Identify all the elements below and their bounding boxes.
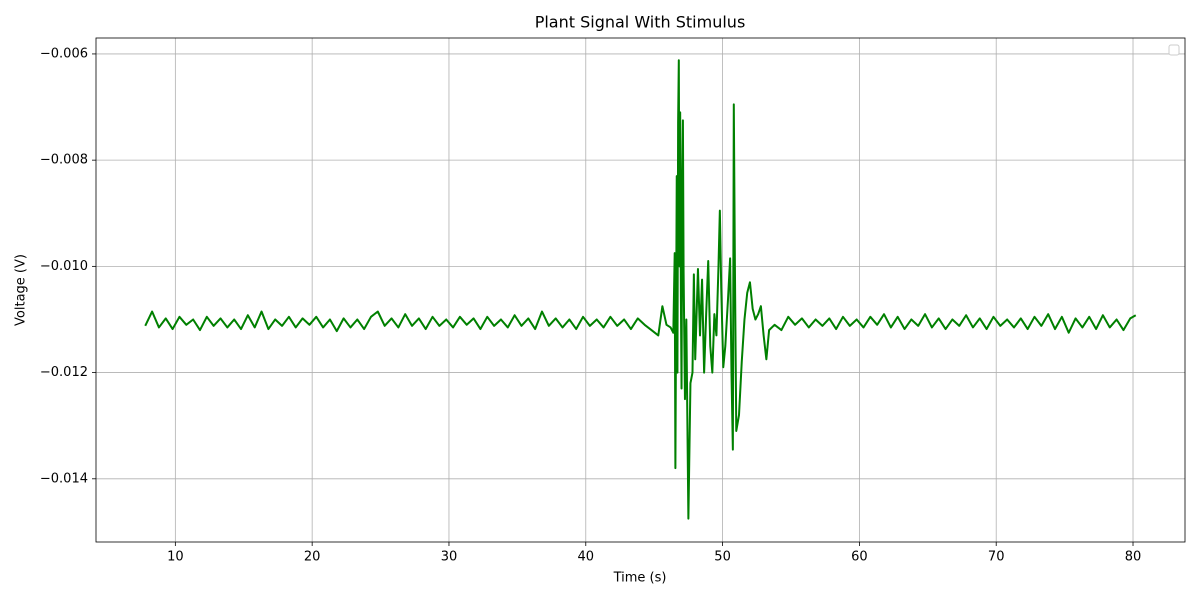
y-tick-label: −0.014 [40, 471, 88, 486]
chart-title: Plant Signal With Stimulus [535, 13, 746, 32]
y-tick-label: −0.008 [40, 153, 88, 168]
y-tick-label: −0.006 [40, 46, 88, 61]
y-tick-label: −0.010 [40, 259, 88, 274]
y-axis-label: Voltage (V) [14, 254, 29, 326]
x-tick-label: 50 [714, 550, 731, 565]
plot-frame [95, 37, 1186, 543]
x-tick-label: 70 [988, 550, 1005, 565]
x-tick-label: 80 [1125, 550, 1142, 565]
y-tick-label: −0.012 [40, 365, 88, 380]
x-tick-label: 30 [441, 550, 458, 565]
x-axis-label: Time (s) [613, 571, 667, 586]
legend-box [1168, 44, 1180, 56]
x-tick-label: 10 [167, 550, 184, 565]
signal-line [144, 59, 1137, 520]
x-tick-label: 20 [304, 550, 321, 565]
x-tick-label: 40 [578, 550, 595, 565]
x-tick-label: 60 [851, 550, 868, 565]
